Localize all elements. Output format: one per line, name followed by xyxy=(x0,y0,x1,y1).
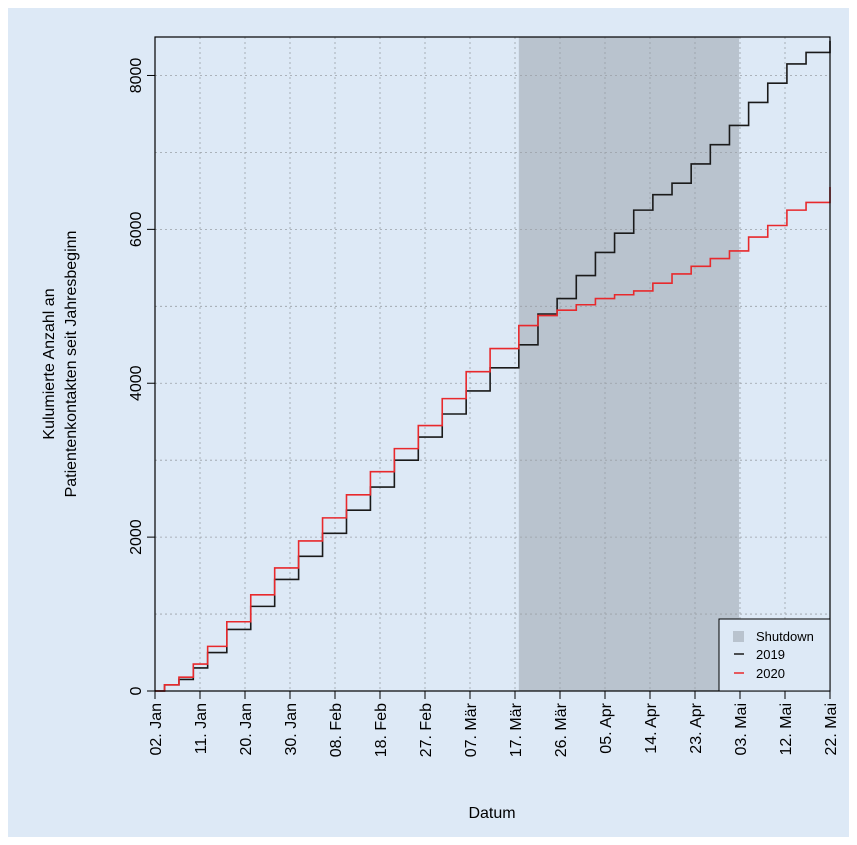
x-tick-label: 20. Jan xyxy=(238,703,255,755)
legend-swatch-shutdown xyxy=(733,631,744,642)
x-tick-label: 11. Jan xyxy=(193,703,210,754)
legend: Shutdown 2019 2020 xyxy=(718,618,831,692)
x-tick-label: 22. Mai xyxy=(823,703,840,755)
y-axis-label-line-1: Kulumierte Anzahl an xyxy=(41,288,58,439)
x-tick-label: 14. Apr xyxy=(643,702,660,753)
x-tick-label: 17. Mär xyxy=(508,702,525,757)
shutdown-region xyxy=(518,37,740,691)
plot-frame xyxy=(154,36,831,692)
x-tick-label: 18. Feb xyxy=(373,703,390,757)
x-tick-label: 08. Feb xyxy=(328,703,345,757)
y-tick-label: 2000 xyxy=(128,519,145,555)
legend-label-2020: 2020 xyxy=(756,666,785,681)
x-tick-label: 23. Apr xyxy=(688,702,705,753)
y-tick-label: 8000 xyxy=(128,58,145,94)
series-line-2020 xyxy=(155,187,831,692)
legend-label-2019: 2019 xyxy=(756,647,785,662)
y-tick-label: 6000 xyxy=(128,211,145,247)
x-tick-label: 30. Jan xyxy=(283,703,300,755)
x-tick-label: 03. Mai xyxy=(733,703,750,755)
x-tick-label: 12. Mai xyxy=(778,703,795,755)
series-line-2019 xyxy=(155,40,831,692)
legend-label-shutdown: Shutdown xyxy=(756,629,814,644)
x-tick-label: 27. Feb xyxy=(418,703,435,757)
x-axis-label: Datum xyxy=(468,805,515,822)
y-tick-label: 4000 xyxy=(128,365,145,401)
y-axis-label-line-2: Patientenkontakten seit Jahresbeginn xyxy=(63,231,80,498)
x-tick-label: 05. Apr xyxy=(598,702,615,753)
y-tick-label: 0 xyxy=(128,686,145,695)
x-tick-label: 02. Jan xyxy=(148,703,165,755)
x-tick-label: 07. Mär xyxy=(463,702,480,757)
x-tick-label: 26. Mär xyxy=(553,702,570,757)
